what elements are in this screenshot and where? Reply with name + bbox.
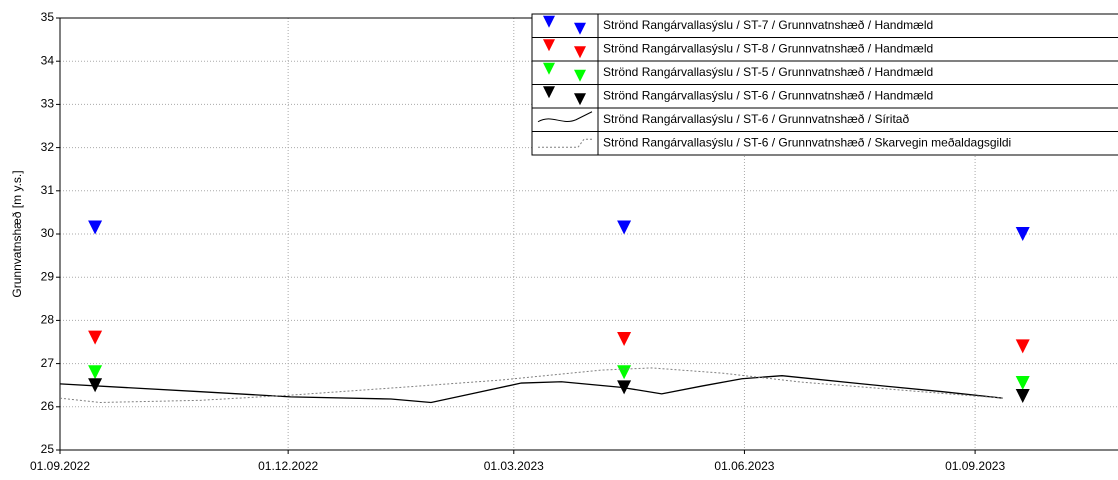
legend-label: Strönd Rangárvallasýslu / ST-6 / Grunnva…: [603, 88, 933, 102]
x-tick-label: 01.06.2023: [714, 459, 774, 473]
y-tick-label: 29: [41, 269, 55, 283]
y-tick-label: 34: [41, 53, 55, 67]
legend-symbol: [537, 111, 593, 123]
legend-symbol: [543, 62, 555, 75]
y-tick-label: 30: [41, 226, 55, 240]
x-tick-label: 01.12.2022: [258, 459, 318, 473]
x-tick-label: 01.09.2022: [30, 459, 90, 473]
legend-symbol: [574, 22, 586, 35]
marker: [617, 331, 632, 346]
y-tick-label: 28: [41, 313, 55, 327]
legend-symbol: [543, 15, 555, 28]
legend-symbol: [538, 138, 594, 148]
legend-symbol: [574, 46, 586, 59]
y-tick-label: 32: [41, 140, 55, 154]
marker: [1015, 389, 1030, 403]
legend-symbol: [543, 39, 555, 52]
legend-label: Strönd Rangárvallasýslu / ST-6 / Grunnva…: [603, 135, 1011, 149]
legend-symbol: [574, 69, 586, 82]
legend: Strönd Rangárvallasýslu / ST-7 / Grunnva…: [531, 13, 1118, 156]
legend-label: Strönd Rangárvallasýslu / ST-6 / Grunnva…: [603, 112, 909, 126]
marker: [617, 365, 632, 380]
marker: [617, 220, 632, 235]
y-tick-label: 27: [41, 356, 55, 370]
marker: [88, 365, 103, 380]
legend-symbol: [543, 86, 555, 99]
legend-label: Strönd Rangárvallasýslu / ST-7 / Grunnva…: [603, 18, 933, 32]
legend-label: Strönd Rangárvallasýslu / ST-8 / Grunnva…: [603, 41, 933, 55]
x-tick-label: 01.03.2023: [484, 459, 544, 473]
y-tick-label: 31: [41, 183, 55, 197]
y-tick-label: 26: [41, 399, 55, 413]
y-tick-label: 33: [41, 97, 55, 111]
marker: [88, 220, 103, 235]
marker: [1015, 376, 1030, 391]
marker: [88, 330, 103, 345]
y-axis-label: Grunnvatnshæð [m y.s.]: [10, 170, 24, 297]
y-tick-label: 35: [41, 10, 55, 24]
marker: [1015, 227, 1030, 241]
x-tick-label: 01.09.2023: [945, 459, 1005, 473]
legend-symbol: [574, 93, 586, 106]
series-line: [59, 375, 1003, 404]
y-tick-label: 25: [41, 442, 55, 456]
legend-label: Strönd Rangárvallasýslu / ST-5 / Grunnva…: [603, 65, 933, 79]
series-line: [59, 367, 1003, 403]
marker: [1015, 339, 1030, 354]
